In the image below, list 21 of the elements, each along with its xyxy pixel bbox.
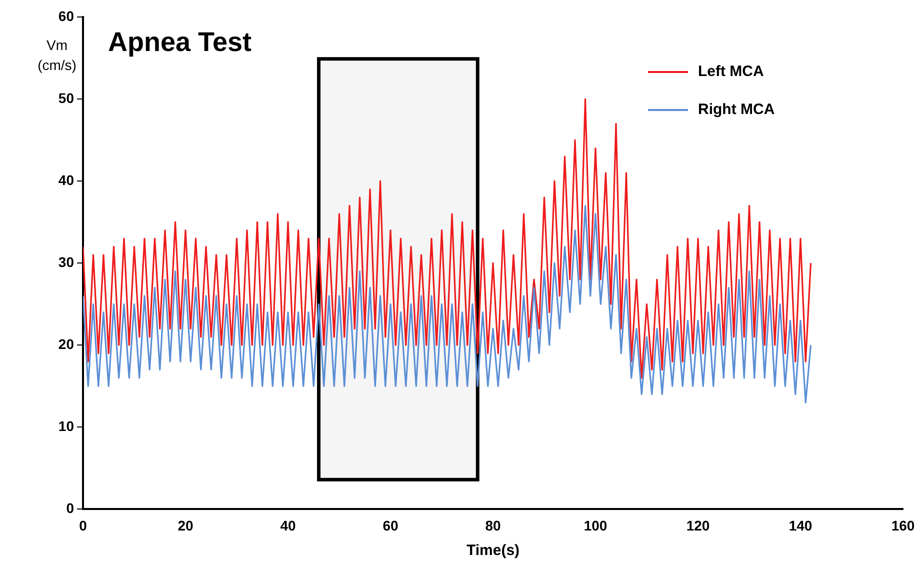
x-tick-label: 40 xyxy=(280,517,296,534)
y-tick-label: 10 xyxy=(58,418,74,434)
x-tick-label: 160 xyxy=(891,517,915,534)
y-tick-label: 30 xyxy=(58,254,74,270)
x-tick-label: 120 xyxy=(686,517,710,534)
x-tick-label: 80 xyxy=(485,517,501,534)
x-tick-label: 0 xyxy=(79,517,88,534)
y-tick-label: 60 xyxy=(58,8,74,24)
x-tick-label: 20 xyxy=(178,517,194,534)
y-tick-label: 50 xyxy=(58,90,74,106)
legend-label: Right MCA xyxy=(698,101,775,118)
x-tick-label: 140 xyxy=(788,517,812,534)
y-tick-label: 40 xyxy=(58,172,74,188)
legend-label: Left MCA xyxy=(698,63,764,80)
x-tick-label: 60 xyxy=(382,517,398,534)
y-tick-label: 20 xyxy=(58,336,74,352)
chart-title: Apnea Test xyxy=(108,26,252,57)
y-tick-label: 0 xyxy=(66,500,74,516)
x-tick-label: 100 xyxy=(584,517,608,534)
x-axis-title: Time(s) xyxy=(466,542,520,560)
y-axis-title: Vm (cm/s) xyxy=(38,36,76,73)
